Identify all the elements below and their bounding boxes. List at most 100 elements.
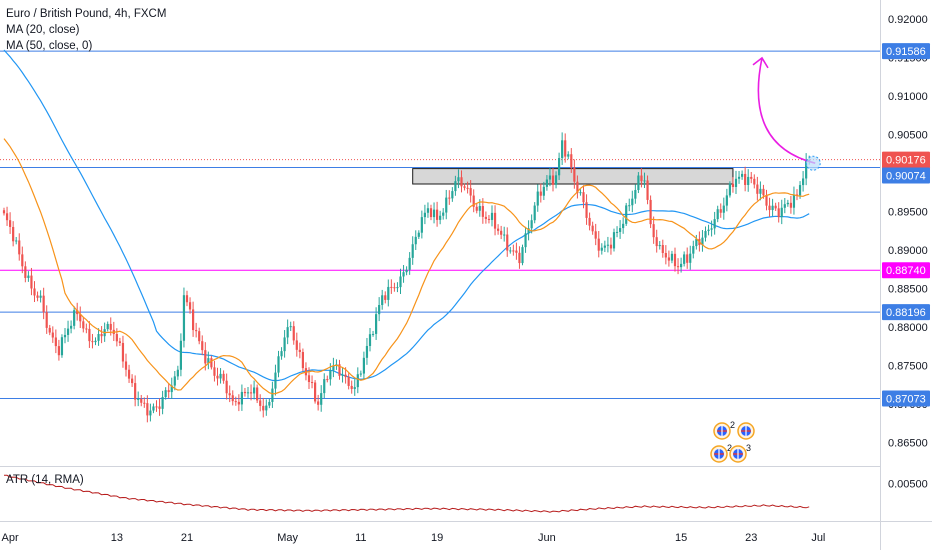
candle-body: [390, 286, 393, 288]
candle-body: [131, 378, 134, 384]
candle-body: [399, 276, 402, 288]
candle-body: [79, 314, 82, 322]
candle-body: [673, 253, 677, 267]
price-tick-label: 0.86500: [888, 438, 928, 450]
projection-arrow-group: [752, 56, 821, 171]
candle-body: [353, 387, 356, 389]
time-tick-label: Apr: [2, 532, 19, 544]
candle-body: [359, 373, 362, 375]
candle-body: [420, 217, 423, 233]
candle-body: [780, 207, 783, 218]
candle-body: [301, 352, 304, 369]
candle-body: [628, 205, 631, 207]
candle-body: [368, 334, 372, 346]
candle-body: [655, 237, 658, 247]
candle-body: [100, 334, 103, 337]
candle-body: [253, 387, 256, 394]
atr-line: [4, 474, 810, 513]
candle-body: [759, 188, 762, 194]
candle-body: [256, 387, 259, 401]
candle-body: [725, 195, 728, 206]
candle-body: [734, 178, 738, 187]
candle-body: [640, 175, 643, 182]
candle-body: [188, 302, 192, 310]
candle-body: [664, 253, 667, 258]
candle-body: [689, 253, 692, 263]
candle-body: [249, 392, 253, 394]
candle-body: [798, 185, 802, 196]
candle-body: [612, 232, 616, 249]
time-tick-label: 19: [431, 532, 443, 544]
candle-body: [622, 223, 625, 229]
price-tick-label: 0.89000: [888, 245, 928, 257]
candle-body: [792, 194, 796, 208]
candle-body: [646, 180, 649, 200]
price-label-tag: [882, 43, 930, 60]
candle-body: [423, 212, 426, 218]
candle-body: [265, 405, 268, 411]
candle-body: [597, 238, 600, 251]
candle-body: [594, 231, 597, 239]
time-tick-label: 13: [111, 532, 123, 544]
candle-body: [259, 400, 262, 406]
candle-body: [466, 187, 469, 189]
candle-body: [802, 178, 805, 186]
time-tick-label: 11: [355, 532, 366, 544]
candle-body: [561, 140, 564, 159]
candle-body: [530, 220, 533, 229]
time-axis: Apr 13 21 May 11 19 Jun 15 23 Jul: [2, 532, 826, 544]
candle-body: [637, 175, 640, 191]
event-icons-group: 2 2 3: [710, 420, 755, 463]
projection-start-marker: [805, 155, 821, 171]
candle-body: [57, 346, 60, 356]
candle-body: [234, 401, 237, 403]
candle-body: [323, 379, 326, 394]
candle-body: [615, 231, 619, 233]
candle-body: [106, 323, 109, 330]
atr-legend[interactable]: ATR (14, RMA): [6, 474, 84, 486]
candle-body: [762, 188, 765, 196]
candle-body: [173, 376, 176, 386]
candle-body: [158, 406, 161, 409]
candle-body: [719, 209, 722, 213]
candle-body: [643, 180, 646, 182]
candle-body: [88, 328, 91, 342]
candle-body: [521, 247, 524, 264]
ma50-legend[interactable]: MA (50, close, 0): [6, 40, 93, 52]
candle-body: [207, 358, 210, 364]
candle-body: [109, 323, 112, 330]
candle-body: [741, 173, 744, 177]
ma20-legend[interactable]: MA (20, close): [6, 24, 80, 36]
ma20-line: [3, 138, 810, 395]
candle-body: [134, 383, 137, 400]
candle-body: [18, 240, 21, 255]
candle-body: [222, 373, 225, 381]
candle-body: [512, 250, 515, 252]
candle-body: [344, 374, 347, 378]
candle-body: [240, 391, 243, 405]
candle-body: [783, 204, 786, 208]
candle-body: [362, 357, 365, 374]
candle-body: [515, 250, 518, 253]
candle-body: [149, 410, 152, 416]
symbol-title[interactable]: Euro / British Pound, 4h, FXCM: [6, 8, 167, 20]
candle-body: [225, 380, 228, 394]
price-tick-label: 0.89500: [888, 207, 928, 219]
ma50-group: [3, 49, 810, 382]
candle-body: [408, 257, 411, 270]
candle-body: [576, 181, 579, 194]
candle-body: [606, 244, 609, 246]
candle-body: [246, 392, 250, 394]
price-labels: 0.915860.9017603:16:230.900740.887400.88…: [882, 43, 930, 407]
candle-body: [118, 341, 121, 343]
candle-body: [76, 310, 79, 315]
candle-body: [436, 209, 439, 220]
candle-body: [42, 295, 45, 313]
price-tick-label: 0.88000: [888, 322, 928, 334]
candle-body: [39, 295, 42, 298]
candle-body: [481, 206, 484, 217]
candle-body: [405, 269, 408, 273]
candle-body: [12, 226, 15, 242]
